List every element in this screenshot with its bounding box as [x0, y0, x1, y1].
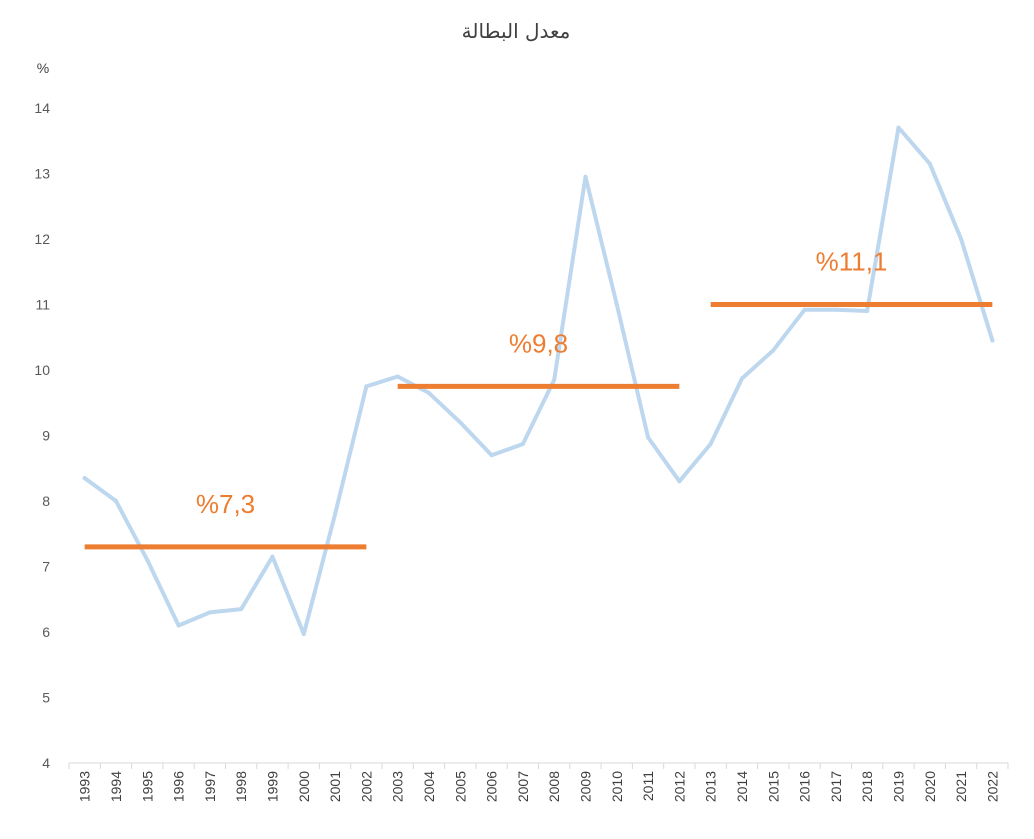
data-point	[364, 384, 369, 389]
y-tick-label: 6	[42, 624, 50, 640]
y-tick-label: 11	[35, 297, 50, 313]
x-tick-label: 2001	[327, 771, 343, 802]
y-tick-label: 7	[42, 559, 50, 575]
average-label: %7,3	[196, 489, 255, 519]
data-point	[802, 307, 807, 312]
x-tick-label: 2015	[765, 771, 781, 802]
data-point	[333, 512, 338, 517]
data-point	[959, 237, 964, 241]
y-axis: 4 5 6 7 8 9 10 11 12 13 14	[34, 100, 50, 771]
data-point	[739, 376, 744, 381]
data-point	[270, 554, 275, 559]
y-tick-label: 14	[34, 100, 50, 116]
x-tick-label: 2020	[922, 771, 938, 802]
x-tick-label: 2004	[421, 771, 437, 802]
x-tick-label: 2003	[390, 771, 406, 802]
data-point	[865, 309, 870, 314]
x-tick-label: 2012	[671, 771, 687, 802]
data-point	[677, 479, 682, 484]
x-tick-label: 2011	[640, 771, 656, 801]
y-axis-unit: %	[37, 60, 49, 76]
y-tick-label: 8	[42, 493, 50, 509]
data-point	[646, 435, 651, 440]
x-tick-label: 1993	[77, 771, 93, 802]
x-tick-label: 2018	[859, 771, 875, 802]
data-point	[708, 442, 713, 447]
y-tick-label: 4	[42, 755, 50, 771]
x-tick-label: 2002	[358, 771, 374, 802]
x-tick-label: 2014	[734, 771, 750, 802]
x-tick-label: 1996	[171, 771, 187, 802]
x-tick-label: 2010	[609, 771, 625, 802]
data-point	[458, 420, 463, 425]
y-tick-label: 10	[34, 362, 50, 378]
data-point	[426, 390, 431, 395]
data-point	[771, 348, 776, 353]
unemployment-series-line	[82, 125, 995, 636]
x-tick-label: 2006	[484, 771, 500, 802]
series-group	[82, 125, 995, 636]
average-label: %9,8	[509, 328, 568, 358]
x-tick-label: 1997	[202, 771, 218, 802]
data-point	[520, 442, 525, 447]
data-point	[113, 499, 118, 503]
data-point	[301, 631, 306, 636]
y-tick-label: 5	[42, 690, 50, 706]
chart-title: معدل البطالة	[462, 19, 571, 43]
x-tick-label: 2005	[452, 771, 468, 802]
data-point	[239, 607, 244, 612]
x-tick-label: 2019	[890, 771, 906, 802]
x-tick-label: 2007	[515, 771, 531, 802]
x-axis: 1993 1994 1995 1996 1997 1998 1999 2000 2001 2002…	[68, 763, 1009, 802]
x-tick-label: 2016	[797, 771, 813, 802]
average-label: %11,1	[816, 247, 888, 277]
average-lines: %7,3 %9,8 %11,1	[84, 247, 993, 550]
data-point	[927, 161, 932, 166]
data-point	[207, 610, 212, 615]
x-tick-label: 2008	[546, 771, 562, 802]
x-tick-label: 1994	[108, 771, 124, 802]
x-tick-label: 2009	[577, 771, 593, 802]
data-point	[833, 307, 838, 312]
x-tick-label: 2017	[828, 771, 844, 802]
x-tick-label: 2022	[984, 771, 1000, 802]
x-tick-label: 1999	[264, 771, 280, 802]
data-point	[896, 125, 901, 130]
data-point	[614, 302, 619, 307]
data-point	[489, 453, 494, 458]
x-tick-label: 1995	[139, 771, 155, 802]
x-tick-label: 2021	[953, 771, 969, 802]
data-point	[176, 623, 181, 628]
y-tick-label: 9	[42, 428, 50, 444]
x-tick-label: 2000	[296, 771, 312, 802]
data-point	[82, 476, 87, 481]
data-point	[145, 557, 150, 562]
x-tick-label: 1998	[233, 771, 249, 802]
data-point	[552, 377, 557, 382]
y-tick-label: 13	[34, 166, 50, 182]
y-tick-label: 12	[34, 231, 50, 247]
data-point	[395, 374, 400, 379]
data-point	[583, 174, 588, 179]
data-point	[990, 338, 995, 343]
x-tick-label: 2013	[703, 771, 719, 802]
